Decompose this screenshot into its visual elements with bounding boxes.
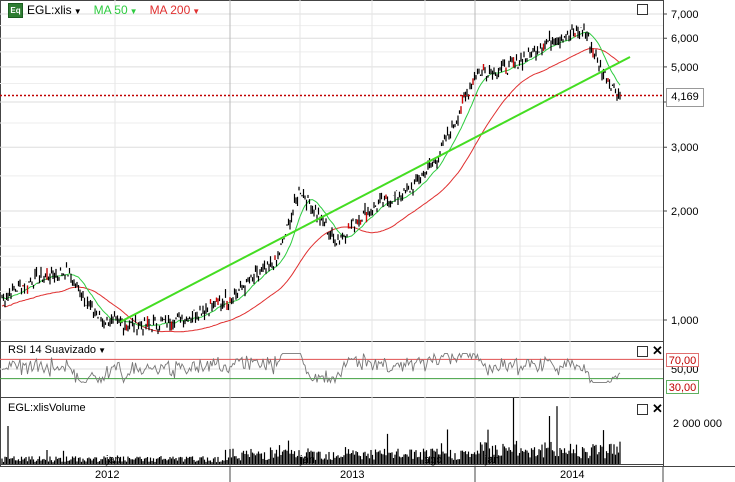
time-year-label: 2013 [340,469,364,481]
ticker-label: EGL:xlis [27,3,72,17]
rsi-line [1,352,621,385]
volume-close-icon[interactable]: ✕ [652,401,663,416]
time-year-label: 2012 [95,469,119,481]
rsi-upper-badge: 70,00 [666,353,699,367]
chevron-down-icon[interactable]: ▼ [129,7,138,16]
rsi-maximize-button[interactable] [637,346,648,357]
last-price-badge: 4,169 [666,88,704,107]
ticker-selector[interactable]: EGL:xlis ▼ [27,3,82,17]
price-tick-label: 7,000 [671,9,699,21]
ma200-selector[interactable]: MA 200 ▼ [150,3,201,17]
price-tick-label: 3,000 [671,142,699,154]
rsi-mid-label: 50,00 [671,364,699,376]
time-month-label: jan [484,454,500,466]
time-month-label: jan [105,454,121,466]
price-tick-label: 6,000 [671,33,699,45]
maximize-panel-button[interactable] [637,4,648,15]
ma50-selector[interactable]: MA 50 ▼ [94,3,138,17]
legend: Eq EGL:xlis ▼ MA 50 ▼ MA 200 ▼ [8,2,200,18]
ma50-label: MA 50 [93,3,128,17]
price-tick-label: 5,000 [671,62,699,74]
ma200-label: MA 200 [149,3,191,17]
chevron-down-icon[interactable]: ▼ [98,346,106,355]
time-year-label: 2014 [560,469,584,481]
rsi-panel-title[interactable]: RSI 14 Suavizado ▼ [8,344,106,356]
volume-tick-label: 2 000 000 [673,418,722,430]
rsi-close-icon[interactable]: ✕ [652,343,663,358]
ma200-line [1,47,621,333]
time-month-label: jan [299,454,315,466]
volume-panel-title: EGL:xlisVolume [8,402,86,414]
time-month-label: ago [424,454,442,466]
rsi-title-label: RSI 14 Suavizado [8,344,97,356]
equity-icon: Eq [8,2,23,18]
volume-maximize-button[interactable] [637,404,648,415]
trendline [119,56,631,323]
chevron-down-icon[interactable]: ▼ [73,7,82,16]
price-tick-label: 2,000 [671,206,699,218]
rsi-lower-badge: 30,00 [666,380,699,394]
ma50-line [1,31,621,327]
price-tick-label: 1,000 [671,315,699,327]
chevron-down-icon[interactable]: ▼ [192,7,201,16]
